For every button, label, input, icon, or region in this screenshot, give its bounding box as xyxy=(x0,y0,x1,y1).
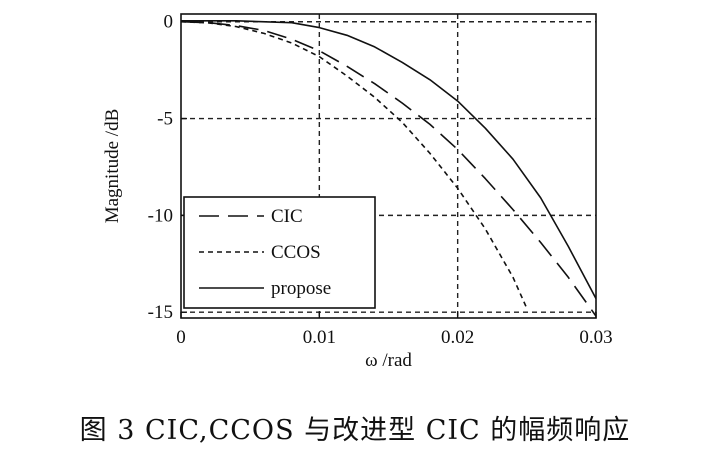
tick-labels: 0-5-10-150 0.01 0.02 0.03 xyxy=(148,12,613,348)
y-tick-label: -5 xyxy=(157,109,173,130)
y-axis-label: Magnitude /dB xyxy=(102,109,123,224)
series-lines xyxy=(181,19,596,317)
legend-label-cic: CIC xyxy=(271,206,303,227)
figure-caption: 图 3 CIC,CCOS 与改进型 CIC 的幅频响应 xyxy=(79,415,631,446)
series-line-cic xyxy=(181,20,596,317)
legend-label-ccos: CCOS xyxy=(271,242,321,263)
y-tick-label: 0 xyxy=(164,12,174,33)
x-tick-label: 0.01 xyxy=(303,327,336,348)
legend-label-propose: propose xyxy=(271,278,331,299)
plot-frame xyxy=(180,13,597,319)
y-tick-label: -15 xyxy=(148,302,173,323)
legend: CIC CCOS propose xyxy=(183,196,376,309)
x-tick-label: 0.03 xyxy=(579,327,612,348)
x-tick-label: 0.02 xyxy=(441,327,474,348)
series-line-propose xyxy=(181,19,596,299)
x-tick-label: 0 xyxy=(176,327,186,348)
magnitude-response-chart: 0-5-10-150 0.01 0.02 0.03 Magnitude /dB ω /… xyxy=(102,12,613,371)
x-axis-label: ω /rad xyxy=(365,350,412,371)
y-tick-label: -10 xyxy=(148,205,173,226)
